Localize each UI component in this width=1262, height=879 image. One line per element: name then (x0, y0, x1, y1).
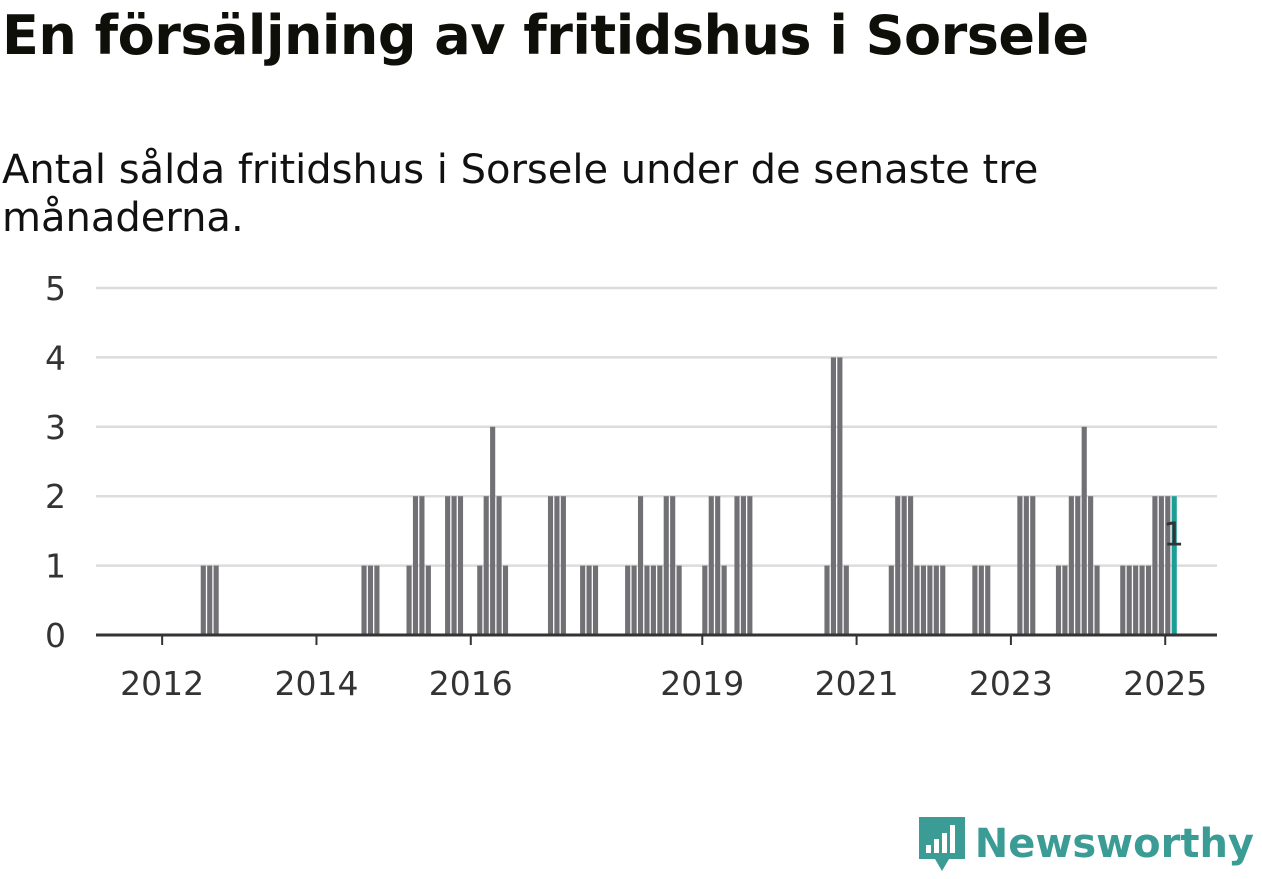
bar (406, 565, 412, 635)
bar (200, 565, 206, 635)
x-tick-label: 2012 (120, 664, 204, 703)
bar (670, 496, 676, 635)
bar (451, 496, 457, 635)
data-labels: 1 (1163, 515, 1184, 554)
bar (592, 565, 599, 635)
bar (1152, 496, 1158, 635)
bar (1055, 565, 1062, 635)
bar (715, 496, 721, 635)
bar (207, 565, 213, 635)
bar (1158, 496, 1164, 635)
bar (734, 496, 740, 635)
bar (920, 565, 927, 635)
bar (361, 565, 367, 635)
bar (1126, 565, 1132, 635)
bar (927, 565, 933, 635)
bar (1081, 426, 1087, 635)
y-tick-label: 1 (45, 547, 66, 586)
bar (985, 565, 991, 635)
bar (824, 565, 830, 635)
bar (1088, 496, 1094, 635)
bar (830, 357, 836, 635)
bar (412, 496, 419, 635)
bars (200, 357, 1177, 635)
bar (367, 565, 374, 635)
newsworthy-logo: Newsworthy (917, 813, 1254, 875)
bar (496, 496, 502, 635)
bar (1094, 565, 1100, 635)
y-tick-label: 0 (45, 616, 66, 655)
bar (554, 496, 560, 635)
bar (1023, 496, 1029, 635)
y-tick-label: 5 (45, 269, 66, 308)
bar (483, 496, 489, 635)
bar (1145, 565, 1152, 635)
bar (914, 565, 920, 635)
bar (625, 565, 631, 635)
bar (445, 496, 451, 635)
y-tick-label: 3 (45, 408, 66, 447)
x-tick-label: 2023 (969, 664, 1053, 703)
x-tick-label: 2014 (274, 664, 358, 703)
bar (940, 565, 946, 635)
bar (547, 496, 554, 635)
bar-chart-bubble-icon (918, 817, 965, 871)
bar (1017, 496, 1023, 635)
bar (502, 565, 509, 635)
bar (1139, 565, 1145, 635)
bar (586, 565, 592, 635)
logo-wordmark: Newsworthy (974, 821, 1254, 867)
bar (477, 565, 483, 635)
x-tick-label: 2021 (815, 664, 899, 703)
bar (425, 565, 431, 635)
bar (580, 565, 586, 635)
bar (419, 496, 425, 635)
x-tick-label: 2019 (660, 664, 744, 703)
bar (213, 565, 219, 635)
bar (933, 565, 939, 635)
bar (972, 565, 978, 635)
bar (374, 565, 380, 635)
gridlines (96, 286, 1217, 567)
bar (708, 496, 714, 635)
bar (1030, 496, 1036, 635)
y-tick-label: 4 (45, 338, 66, 377)
bar (650, 565, 656, 635)
bar (1133, 565, 1139, 635)
bar (1062, 565, 1068, 635)
data-label: 1 (1163, 515, 1184, 554)
bar (747, 496, 753, 635)
bar (895, 496, 901, 635)
bar (721, 565, 727, 635)
bar (740, 496, 746, 635)
chart-title: En försäljning av fritidshus i Sorsele (2, 4, 1089, 67)
x-tick-label: 2016 (429, 664, 513, 703)
bar-highlight (1171, 496, 1177, 635)
bar (1075, 496, 1081, 635)
bar (1120, 565, 1126, 635)
chart-subtitle: Antal sålda fritidshus i Sorsele under d… (2, 147, 1039, 241)
bar (1165, 496, 1171, 635)
bar (676, 565, 682, 635)
bar (490, 426, 496, 635)
bar (837, 357, 843, 635)
bar (644, 565, 650, 635)
bar (1068, 496, 1074, 635)
bar (908, 496, 914, 635)
bar (457, 496, 464, 635)
bar (663, 496, 669, 635)
bar (560, 496, 566, 635)
y-tick-label: 2 (45, 477, 66, 516)
x-tick-label: 2025 (1123, 664, 1207, 703)
bar (888, 565, 894, 635)
bar (978, 565, 984, 635)
bar (631, 565, 637, 635)
bar (702, 565, 708, 635)
bar (637, 496, 644, 635)
axes: 0 1 2 3 4 5 2012 2014 2016 2019 2021 2023 2025 (45, 269, 1217, 703)
bar (901, 496, 907, 635)
bar (657, 565, 663, 635)
bar (843, 565, 849, 635)
